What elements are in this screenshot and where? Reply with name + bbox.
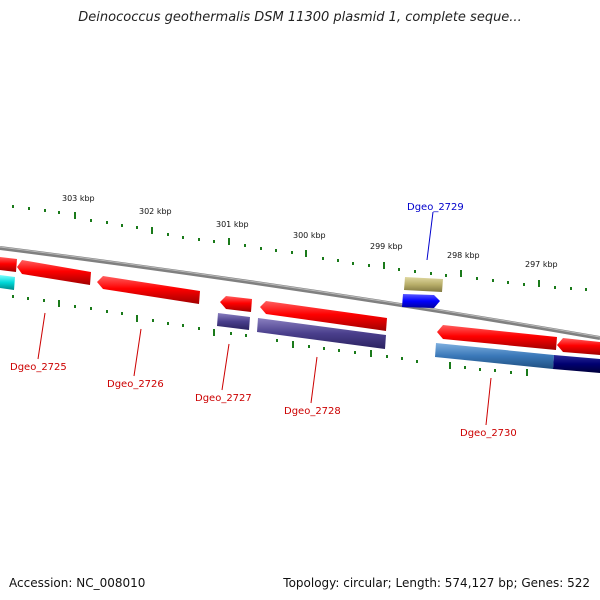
gene-label-dgeo-2729[interactable]: Dgeo_2729 bbox=[407, 202, 464, 213]
scale-label: 303 kbp bbox=[62, 194, 95, 203]
orf-feature[interactable] bbox=[257, 318, 386, 349]
gene-label-dgeo-2725[interactable]: Dgeo_2725 bbox=[10, 362, 67, 373]
label-line bbox=[426, 211, 434, 261]
map-title: Deinococcus geothermalis DSM 11300 plasm… bbox=[78, 10, 522, 25]
scale-label: 298 kbp bbox=[447, 251, 480, 260]
scale-label: 297 kbp bbox=[525, 260, 558, 269]
gene-arrow-partial[interactable] bbox=[0, 257, 17, 272]
scale-label: 299 kbp bbox=[370, 242, 403, 251]
outer-scale-ring bbox=[12, 205, 587, 291]
label-line bbox=[310, 356, 318, 404]
gene-arrow-dgeo-2727[interactable] bbox=[220, 296, 252, 312]
label-line bbox=[133, 328, 142, 377]
gene-arrow-dgeo-2726[interactable] bbox=[97, 276, 200, 304]
scale-label: 302 kbp bbox=[139, 207, 172, 216]
orf-feature[interactable] bbox=[553, 355, 600, 373]
cyan-feature[interactable] bbox=[0, 275, 15, 290]
orf-feature[interactable] bbox=[404, 277, 443, 292]
orf-feature[interactable] bbox=[435, 343, 554, 369]
gene-label-dgeo-2727[interactable]: Dgeo_2727 bbox=[195, 393, 252, 404]
gene-arrow-next[interactable] bbox=[557, 338, 600, 355]
label-line bbox=[37, 312, 46, 360]
inner-scale-ring bbox=[12, 295, 528, 376]
accession-text: Accession: NC_008010 bbox=[9, 576, 146, 590]
orf-feature[interactable] bbox=[217, 313, 250, 330]
gene-arrow-dgeo-2728[interactable] bbox=[260, 301, 387, 331]
backbone bbox=[0, 246, 600, 340]
label-line bbox=[485, 377, 492, 426]
gene-label-dgeo-2726[interactable]: Dgeo_2726 bbox=[107, 379, 164, 390]
backbone-highlight bbox=[0, 246, 600, 338]
gene-label-dgeo-2730[interactable]: Dgeo_2730 bbox=[460, 428, 517, 439]
scale-label: 301 kbp bbox=[216, 220, 249, 229]
scale-label: 300 kbp bbox=[293, 231, 326, 240]
gene-label-dgeo-2728[interactable]: Dgeo_2728 bbox=[284, 406, 341, 417]
gene-arrow-dgeo-2725[interactable] bbox=[17, 260, 91, 285]
gene-arrow-dgeo-2729[interactable] bbox=[402, 294, 440, 308]
gene-arrow-dgeo-2730[interactable] bbox=[437, 325, 557, 350]
label-line bbox=[221, 343, 230, 391]
topology-summary: Topology: circular; Length: 574,127 bp; … bbox=[283, 576, 590, 590]
